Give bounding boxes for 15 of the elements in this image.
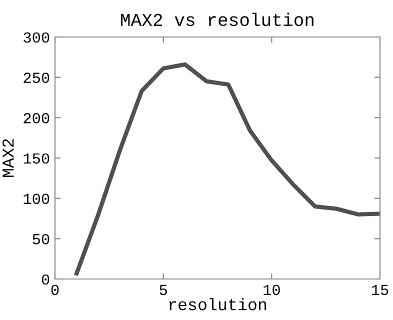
x-tick-label: 0 — [51, 284, 59, 296]
y-axis-title: MAX2 — [2, 139, 14, 177]
chart-title: MAX2 vs resolution — [121, 12, 314, 26]
y-tick-label: 0 — [42, 274, 50, 285]
y-tick-label: 300 — [24, 32, 50, 43]
line-series — [74, 62, 380, 276]
x-tick-label: 10 — [264, 284, 280, 296]
y-tick-label: 100 — [24, 194, 50, 204]
x-tick-label: 15 — [372, 284, 388, 296]
y-tick-label: 200 — [24, 112, 50, 124]
y-tick-label: 250 — [24, 72, 50, 84]
x-axis-title: resolution — [169, 298, 266, 310]
x-tick-label: 5 — [160, 284, 167, 296]
y-tick-label: 150 — [24, 153, 50, 164]
y-tick-label: 50 — [32, 234, 50, 244]
